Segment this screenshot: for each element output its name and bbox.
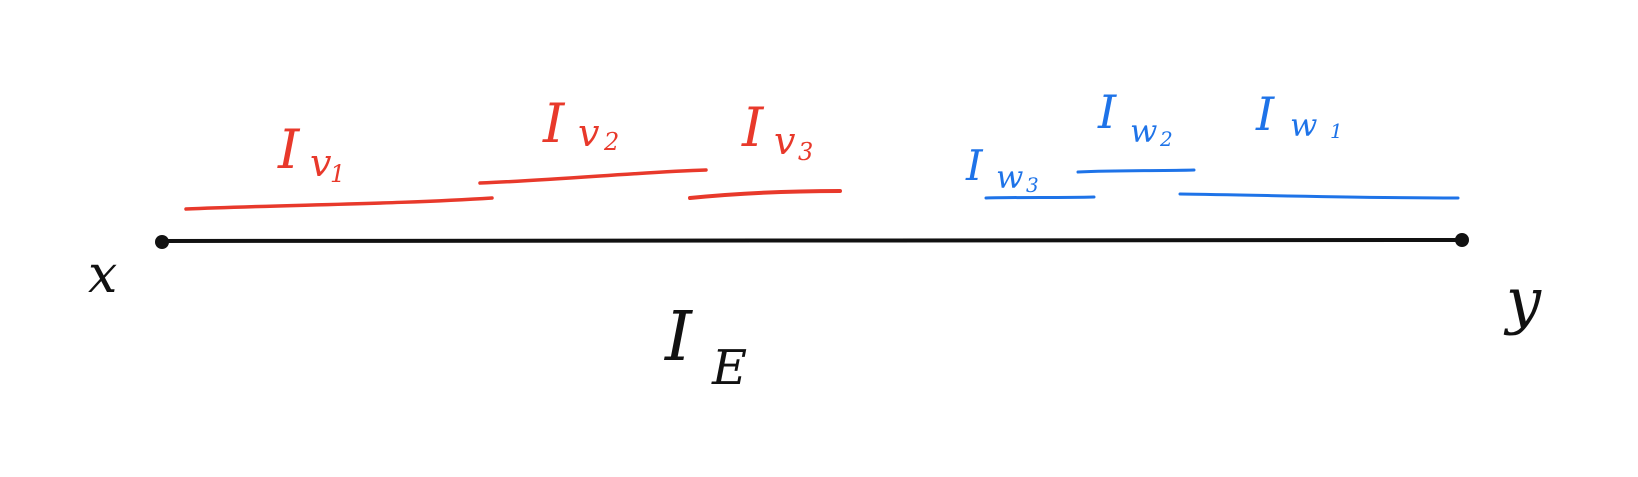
blue-interval-3-label-letter: I	[965, 141, 984, 190]
blue-interval-3-label: I w 3	[965, 141, 1039, 197]
red-interval-3-label: I v 3	[741, 96, 813, 166]
blue-interval-2-label-sub: w	[1130, 112, 1157, 150]
red-interval-2-line	[478, 168, 708, 185]
main-interval-line	[158, 238, 1464, 243]
red-interval-3-label-letter: I	[741, 96, 765, 159]
red-interval-2-label: I v 2	[542, 92, 619, 156]
red-interval-1-line	[184, 196, 494, 211]
left-endpoint-dot	[155, 235, 169, 249]
blue-interval-1-label-index: 1	[1330, 119, 1343, 143]
blue-interval-1-label-sub: w	[1290, 106, 1317, 144]
left-endpoint-label: x	[88, 245, 117, 305]
red-interval-2-label-letter: I	[542, 92, 566, 155]
red-interval-3-label-index: 3	[798, 138, 813, 166]
red-intervals: I v 1 I v 2 I v 3	[184, 92, 842, 211]
blue-interval-1-line	[1178, 192, 1460, 200]
red-interval-3-label-sub: v	[774, 119, 796, 163]
red-interval-1-label-letter: I	[277, 118, 301, 181]
blue-interval-3-line	[984, 195, 1096, 200]
red-interval-3-line	[688, 189, 842, 200]
main-interval-label-letter: I	[663, 298, 693, 377]
main-interval: x y I E	[88, 233, 1542, 396]
red-interval-1-label-index: 1	[330, 160, 345, 188]
blue-interval-2-label-index: 2	[1159, 127, 1173, 151]
main-interval-label: I E	[663, 298, 747, 396]
red-interval-2-label-sub: v	[578, 111, 600, 155]
blue-intervals: I w 3 I w 2 I w 1	[965, 85, 1460, 200]
red-interval-1-label: I v 1	[277, 118, 345, 188]
blue-interval-3-label-index: 3	[1026, 173, 1039, 197]
red-interval-1-label-sub: v	[310, 141, 332, 185]
blue-interval-1-label: I w 1	[1255, 87, 1343, 144]
blue-interval-2-label-letter: I	[1097, 85, 1117, 139]
right-endpoint-dot	[1455, 233, 1469, 247]
red-interval-2-label-index: 2	[603, 128, 619, 156]
blue-interval-2-label: I w 2	[1097, 85, 1173, 151]
main-interval-label-subscript: E	[711, 340, 747, 396]
blue-interval-1-label-letter: I	[1255, 87, 1275, 141]
right-endpoint-label: y	[1503, 264, 1542, 337]
blue-interval-3-label-sub: w	[996, 158, 1023, 196]
blue-interval-2-line	[1076, 168, 1196, 174]
